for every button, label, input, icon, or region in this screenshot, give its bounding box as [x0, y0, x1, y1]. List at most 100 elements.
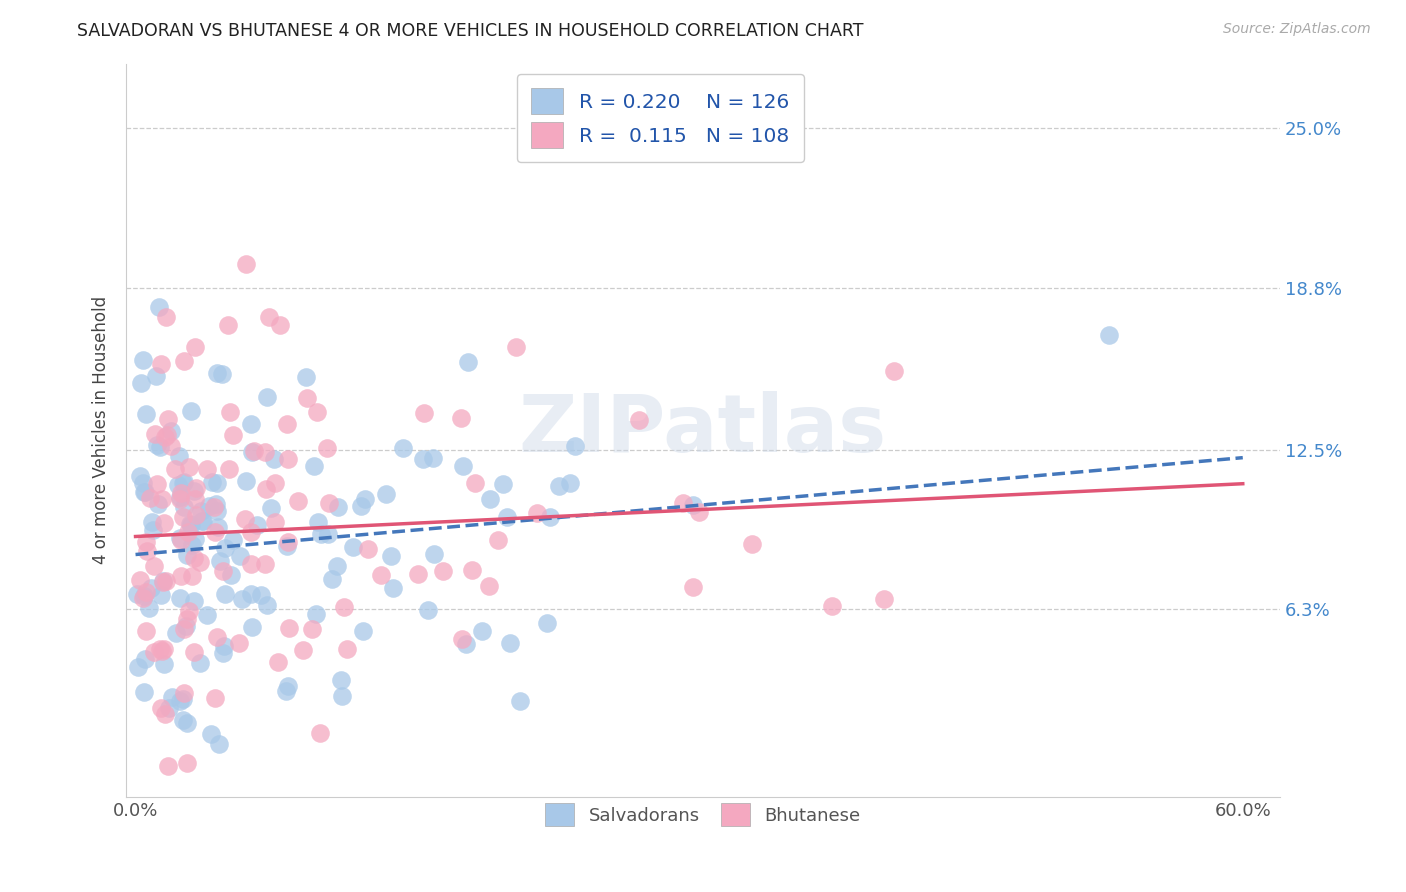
Point	[253, 445, 276, 459]
Point	[145, 369, 167, 384]
Point	[180, 404, 202, 418]
Point	[129, 376, 152, 391]
Point	[276, 539, 298, 553]
Point	[135, 535, 157, 549]
Point	[170, 569, 193, 583]
Point	[134, 684, 156, 698]
Point	[128, 573, 150, 587]
Point	[142, 558, 165, 573]
Point	[152, 574, 174, 589]
Point	[143, 427, 166, 442]
Point	[316, 441, 339, 455]
Point	[183, 645, 205, 659]
Point	[412, 451, 434, 466]
Point	[176, 756, 198, 770]
Point	[204, 525, 226, 540]
Point	[495, 510, 517, 524]
Point	[688, 505, 710, 519]
Point	[146, 497, 169, 511]
Point	[190, 504, 212, 518]
Point	[184, 508, 207, 523]
Point	[211, 564, 233, 578]
Point	[127, 587, 149, 601]
Point	[132, 589, 155, 603]
Point	[150, 701, 173, 715]
Point	[259, 310, 281, 324]
Point	[160, 439, 183, 453]
Point	[174, 618, 197, 632]
Point	[277, 680, 299, 694]
Point	[211, 367, 233, 381]
Point	[627, 413, 650, 427]
Point	[127, 660, 149, 674]
Point	[157, 411, 180, 425]
Point	[139, 491, 162, 506]
Point	[269, 318, 291, 332]
Point	[382, 582, 405, 596]
Point	[374, 487, 396, 501]
Point	[307, 515, 329, 529]
Point	[240, 620, 263, 634]
Point	[264, 515, 287, 529]
Point	[181, 538, 204, 552]
Point	[201, 475, 224, 489]
Point	[138, 601, 160, 615]
Point	[486, 533, 509, 547]
Point	[243, 444, 266, 458]
Point	[478, 492, 501, 507]
Point	[165, 462, 187, 476]
Point	[305, 607, 328, 622]
Point	[450, 410, 472, 425]
Point	[235, 257, 257, 271]
Point	[183, 491, 205, 506]
Point	[250, 589, 273, 603]
Point	[328, 500, 350, 514]
Point	[169, 490, 191, 504]
Point	[155, 310, 177, 325]
Point	[153, 707, 176, 722]
Point	[505, 340, 527, 354]
Point	[423, 547, 446, 561]
Point	[240, 525, 263, 540]
Point	[233, 512, 256, 526]
Point	[155, 574, 177, 588]
Point	[432, 564, 454, 578]
Point	[309, 527, 332, 541]
Point	[169, 694, 191, 708]
Point	[256, 390, 278, 404]
Point	[264, 475, 287, 490]
Point	[132, 476, 155, 491]
Point	[179, 459, 201, 474]
Point	[239, 417, 262, 431]
Point	[205, 476, 228, 491]
Point	[142, 645, 165, 659]
Point	[672, 496, 695, 510]
Point	[214, 541, 236, 555]
Point	[134, 484, 156, 499]
Point	[231, 591, 253, 606]
Point	[135, 407, 157, 421]
Point	[357, 542, 380, 557]
Point	[146, 476, 169, 491]
Point	[221, 533, 243, 547]
Point	[169, 491, 191, 506]
Point	[318, 496, 340, 510]
Point	[207, 630, 229, 644]
Point	[326, 558, 349, 573]
Point	[329, 673, 352, 687]
Point	[240, 444, 263, 458]
Point	[380, 549, 402, 563]
Point	[682, 580, 704, 594]
Point	[214, 587, 236, 601]
Point	[267, 655, 290, 669]
Point	[538, 509, 561, 524]
Point	[526, 507, 548, 521]
Point	[153, 430, 176, 444]
Point	[291, 643, 314, 657]
Point	[172, 476, 194, 491]
Point	[277, 452, 299, 467]
Point	[148, 301, 170, 315]
Point	[131, 591, 153, 606]
Point	[229, 549, 252, 564]
Point	[184, 532, 207, 546]
